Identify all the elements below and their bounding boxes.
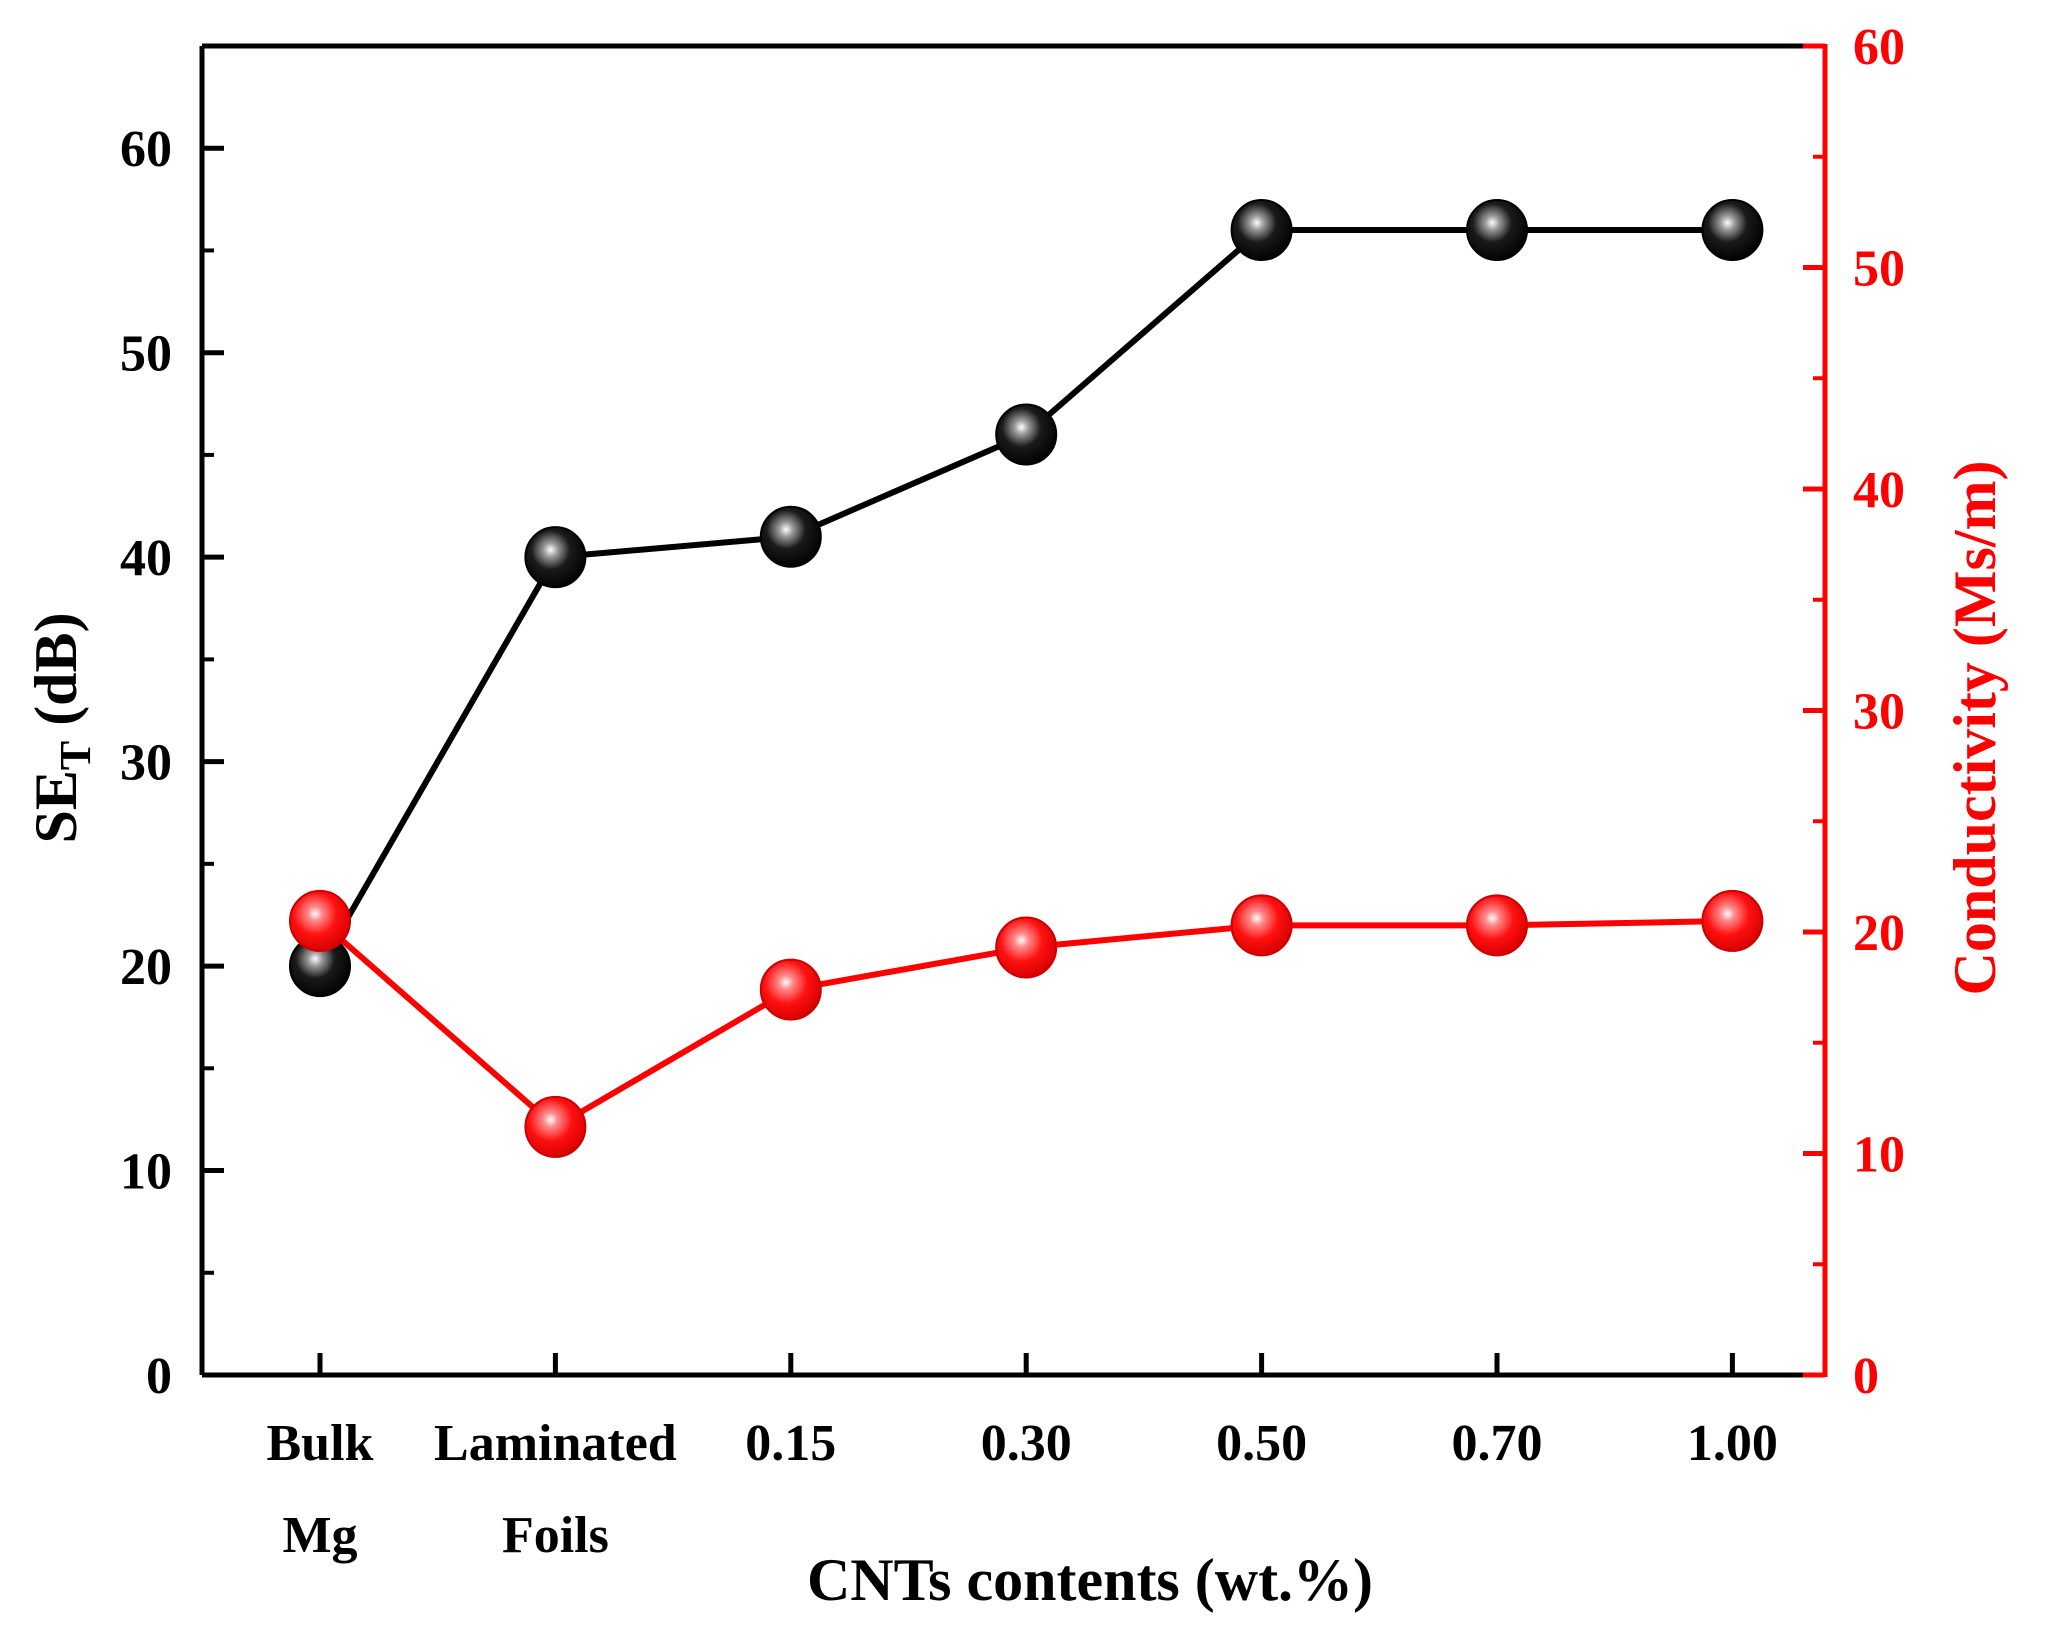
x-tick-label-line: 1.00: [1687, 1415, 1778, 1472]
se-data-point: [1701, 199, 1764, 262]
se-data-point: [759, 505, 822, 568]
se-data-point: [1230, 199, 1293, 262]
y-left-tick-label: 30: [120, 735, 172, 792]
x-tick-label: 0.70: [1452, 1415, 1543, 1472]
axes-layer: [199, 43, 1828, 1378]
x-tick-label-line: Bulk: [267, 1415, 374, 1472]
y-axis-left-title: SET (dB): [23, 612, 100, 843]
y-axis-right-title: Conductivity (Ms/m): [1942, 461, 2008, 996]
x-tick-label-line: 0.30: [981, 1415, 1072, 1472]
conductivity-data-point: [289, 889, 351, 952]
x-tick-label-line: Laminated: [434, 1415, 677, 1472]
y-left-tick-label: 20: [120, 939, 172, 996]
x-tick-label-line: Mg: [282, 1507, 357, 1564]
x-tick-label-line: 0.70: [1452, 1415, 1543, 1472]
conductivity-data-point: [759, 958, 822, 1021]
y-axis-left-title-main: SE: [23, 770, 89, 843]
series-line-se: [317, 227, 1733, 968]
y-axis-left-title-unit: (dB): [23, 612, 89, 740]
y-right-tick-label: 10: [1853, 1127, 1905, 1184]
y-left-tick-label: 0: [146, 1348, 172, 1405]
x-tick-label-line: Foils: [502, 1507, 609, 1564]
x-tick-label: 1.00: [1687, 1415, 1778, 1472]
x-axis-title: CNTs contents (wt.%): [807, 1547, 1373, 1613]
series-layer: [289, 199, 1764, 1158]
y-axis-left-title-sub: T: [51, 741, 100, 770]
conductivity-data-point: [524, 1095, 587, 1158]
y-right-tick-label: 40: [1853, 462, 1905, 519]
y-right-tick-label: 50: [1853, 241, 1905, 298]
x-tick-label: Laminated Foils: [434, 1415, 677, 1564]
conductivity-data-point: [1230, 894, 1293, 957]
x-tick-label: Bulk Mg: [267, 1415, 374, 1564]
se-data-point: [995, 403, 1058, 466]
y-left-tick-label: 60: [120, 121, 172, 178]
conductivity-data-point: [1701, 889, 1764, 952]
conductivity-data-point: [995, 916, 1058, 979]
x-tick-label: 0.30: [981, 1415, 1072, 1472]
x-tick-label: 0.15: [745, 1415, 836, 1472]
conductivity-data-point: [1466, 894, 1528, 957]
x-tick-label-line: 0.15: [745, 1415, 836, 1472]
y-right-tick-label: 20: [1853, 905, 1905, 962]
labels-layer: 0 10 20 30 40 50 60 0 10 20 30 40 50 60 Bulk Mg Laminate…: [120, 19, 1905, 1564]
se-data-point: [1466, 199, 1528, 262]
y-left-tick-label: 10: [120, 1144, 172, 1201]
x-tick-label-line: 0.50: [1216, 1415, 1307, 1472]
y-left-tick-label: 40: [120, 530, 172, 587]
y-left-tick-label: 50: [120, 326, 172, 383]
y-right-tick-label: 30: [1853, 684, 1905, 741]
y-right-tick-label: 0: [1853, 1348, 1879, 1405]
x-tick-label: 0.50: [1216, 1415, 1307, 1472]
ticks-layer: [202, 43, 1825, 1378]
y-right-tick-label: 60: [1853, 19, 1905, 76]
se-data-point: [524, 526, 587, 589]
